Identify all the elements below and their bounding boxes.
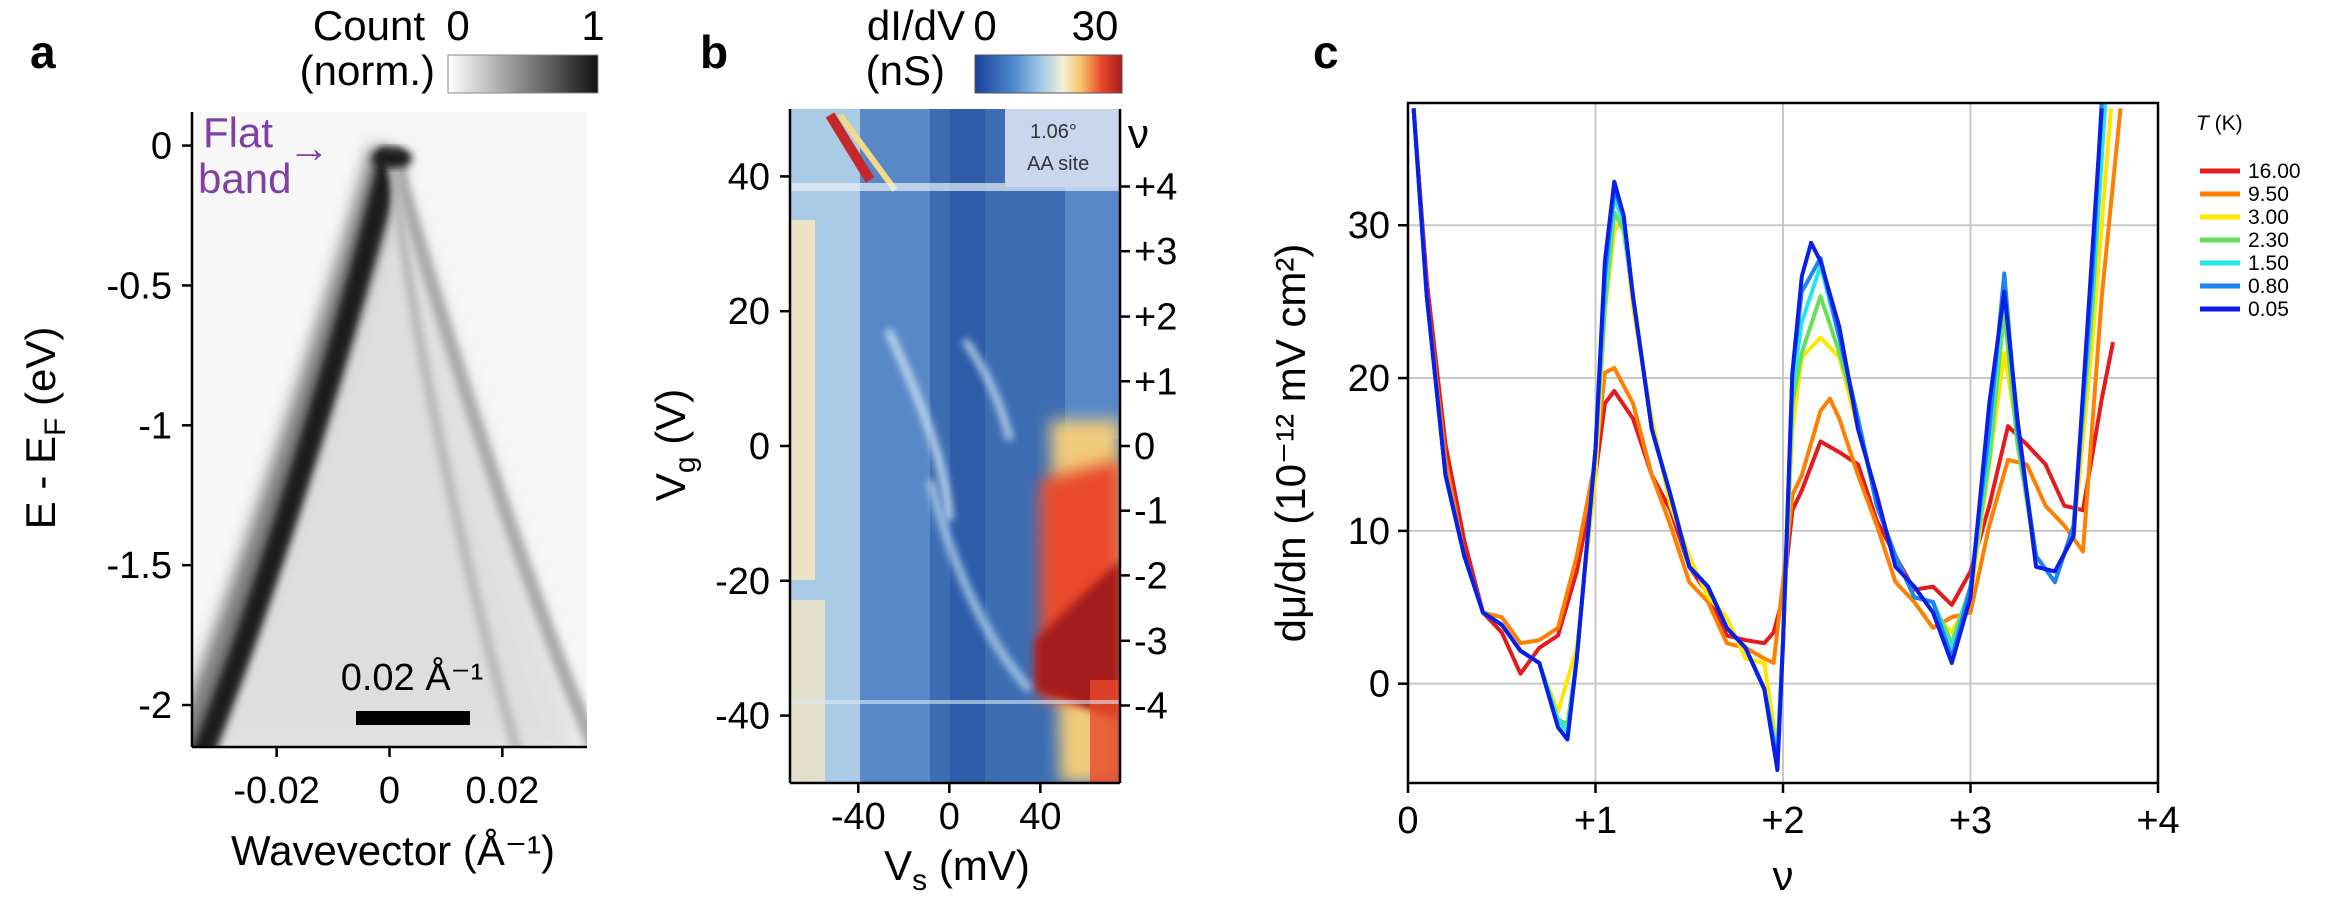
x-axis-label-c: ν [1773, 852, 1794, 899]
right-axis-title-nu: ν [1128, 110, 1149, 157]
nu-tick-label: +2 [1134, 297, 1177, 339]
grid-c [1408, 103, 2158, 783]
inset-label-line2: AA site [1027, 153, 1089, 175]
panel-b-axes: -40 0 40 40 20 0 -20 -40 +4 +3 +2 +1 0 -1 -2 -3 -4 [715, 156, 1177, 838]
x-tick-label-a: -0.02 [233, 770, 320, 812]
y-tick-label-c: 10 [1348, 511, 1390, 553]
x-tick-label-a: 0.02 [465, 770, 539, 812]
x-tick-label-c: +2 [1761, 800, 1804, 842]
x-tick-label-a: 0 [379, 770, 400, 812]
series-line-9-50 [1411, 108, 2123, 665]
nu-tick-label: +4 [1134, 167, 1177, 209]
arpes-heatmap [192, 112, 587, 747]
colorbar-a-title-line2: (norm.) [300, 47, 435, 94]
panel-c-label: c [1313, 26, 1339, 78]
legend-entry: 16.00 [2248, 160, 2301, 183]
series-line-16-00 [1411, 108, 2115, 676]
panel-c-axes: 0 +1 +2 +3 +4 0 10 20 30 [1348, 205, 2180, 842]
flat-band-label-line2: band [198, 155, 291, 202]
nu-tick-label: -3 [1134, 621, 1168, 663]
nu-tick-label: +1 [1134, 361, 1177, 403]
nu-tick-label: +3 [1134, 231, 1177, 273]
legend-entry: 1.50 [2248, 252, 2289, 275]
x-tick-label-b: 0 [939, 796, 960, 838]
panel-b-label: b [700, 26, 728, 78]
x-tick-label-c: +4 [2136, 800, 2179, 842]
flat-band-arrow-icon: → [288, 124, 330, 171]
legend-entry: 0.80 [2248, 275, 2289, 298]
legend-entry: 2.30 [2248, 229, 2289, 252]
legend-entry: 3.00 [2248, 206, 2289, 229]
panel-c: c 0 +1 +2 +3 +4 0 10 20 30 ν dμ/dn (10⁻¹² mV cm²… [1267, 26, 2301, 899]
y-axis-label-c: dμ/dn (10⁻¹² mV cm²) [1267, 244, 1314, 643]
inset-label-line1: 1.06° [1030, 121, 1077, 143]
y-tick-label-b: 40 [728, 156, 770, 198]
x-tick-label-b: -40 [831, 796, 886, 838]
flat-band-label-line1: Flat [203, 109, 273, 156]
y-tick-label-a: -2 [138, 685, 172, 727]
series-lines [1411, 103, 2123, 772]
inset-box [1005, 109, 1120, 187]
colorbar-b-title-line1: dI/dV [867, 2, 965, 49]
legend-title: T (K) [2196, 112, 2243, 135]
y-tick-label-c: 30 [1348, 205, 1390, 247]
y-tick-label-a: 0 [151, 126, 172, 168]
y-tick-label-c: 20 [1348, 358, 1390, 400]
colorbar-a-gradient [447, 54, 599, 94]
nu-tick-label: -2 [1134, 555, 1168, 597]
y-tick-label-b: 0 [749, 426, 770, 468]
colorbar-a-min: 0 [446, 2, 469, 49]
y-axis-label-b: Vg (V) [647, 389, 702, 501]
y-tick-label-a: -1.5 [107, 545, 172, 587]
x-tick-label-b: 40 [1019, 796, 1061, 838]
colorbar-b-max: 30 [1072, 2, 1119, 49]
nu-tick-label: 0 [1134, 426, 1155, 468]
x-axis-label-b: Vs (mV) [884, 842, 1030, 897]
x-tick-label-c: +3 [1949, 800, 1992, 842]
scale-bar [356, 711, 470, 725]
y-tick-label-b: -40 [715, 696, 770, 738]
colorbar-a-max: 1 [581, 2, 604, 49]
y-tick-label-c: 0 [1369, 664, 1390, 706]
nu-tick-label: -4 [1134, 685, 1168, 727]
colorbar-b-title-line2: (nS) [866, 47, 945, 94]
y-axis-label-a: E - EF (eV) [17, 327, 72, 530]
y-tick-label-a: -0.5 [107, 265, 172, 307]
series-line-0-05 [1411, 108, 2104, 772]
nu-tick-label: -1 [1134, 491, 1168, 533]
y-tick-label-b: -20 [715, 561, 770, 603]
x-tick-label-c: 0 [1397, 800, 1418, 842]
legend-entry: 9.50 [2248, 183, 2289, 206]
didv-heatmap [790, 109, 1120, 783]
y-tick-label-b: 20 [728, 291, 770, 333]
panel-b: b dI/dV (nS) 0 30 1.06° AA [647, 2, 1177, 897]
x-tick-label-c: +1 [1574, 800, 1617, 842]
legend-entry: 0.05 [2248, 298, 2289, 321]
colorbar-a-title-line1: Count [313, 2, 425, 49]
colorbar-b-min: 0 [973, 2, 996, 49]
panel-a-axes: -0.02 0 0.02 0 -0.5 -1 -1.5 -2 [107, 126, 540, 812]
y-tick-label-a: -1 [138, 405, 172, 447]
scale-bar-label: 0.02 Å⁻¹ [341, 655, 484, 699]
colorbar-b-gradient [974, 54, 1123, 94]
legend: T (K) 16.009.503.002.301.500.800.05 [2196, 112, 2301, 321]
x-axis-label-a: Wavevector (Å⁻¹) [231, 827, 555, 874]
panel-a: a Count (norm.) 0 1 -0.02 0 0.02 0 -0.5 -1 -1.… [17, 2, 605, 874]
panel-a-label: a [30, 26, 56, 78]
